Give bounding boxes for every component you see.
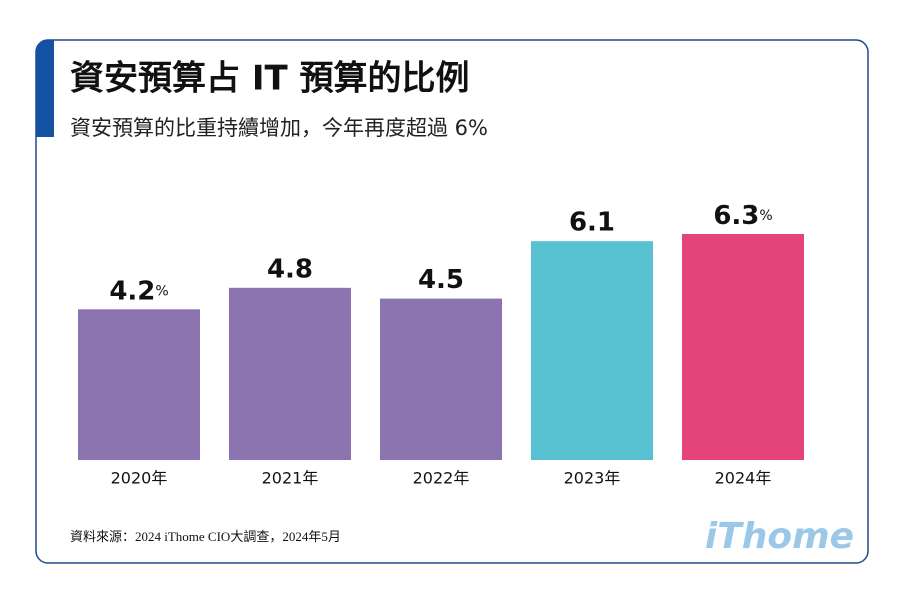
bar xyxy=(531,241,653,460)
bar xyxy=(380,298,502,460)
x-tick-label: 2020年 xyxy=(111,469,168,488)
value-label: 6.3% xyxy=(713,201,772,231)
value-label: 4.8 xyxy=(267,254,313,284)
value-label: 6.1 xyxy=(569,208,615,238)
value-label: 4.5 xyxy=(418,265,464,295)
x-tick-label: 2024年 xyxy=(715,469,772,488)
bar xyxy=(229,287,351,460)
source-note: 資料來源：2024 iThome CIO大調查，2024年5月 xyxy=(70,529,341,544)
x-tick-label: 2023年 xyxy=(564,469,621,488)
bar xyxy=(682,234,804,460)
bar xyxy=(78,309,200,460)
x-tick-label: 2021年 xyxy=(262,469,319,488)
x-tick-label: 2022年 xyxy=(413,469,470,488)
value-label: 4.2% xyxy=(109,276,168,306)
logo: iThome xyxy=(705,516,854,557)
chart-subtitle: 資安預算的比重持續增加，今年再度超過 6% xyxy=(70,116,488,140)
accent-bar xyxy=(36,40,54,137)
chart-title: 資安預算占 IT 預算的比例 xyxy=(70,59,470,99)
